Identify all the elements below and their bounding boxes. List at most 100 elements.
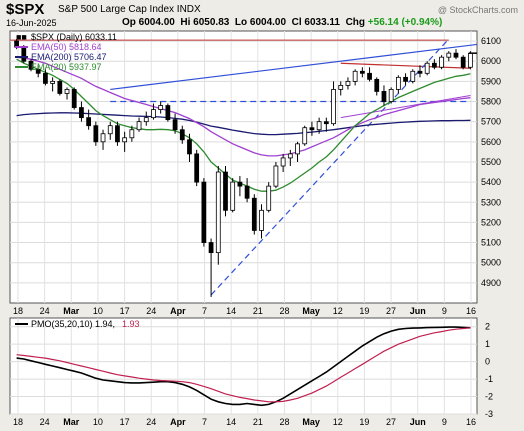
price-x-tick-label: Mar [63, 306, 80, 316]
price-y-tick-label: 4900 [481, 278, 501, 288]
candle-body [151, 109, 156, 119]
candle-body [280, 157, 286, 167]
pmo-x-tick-label: Apr [170, 417, 186, 427]
price-x-tick-label: May [302, 306, 320, 316]
pmo-x-tick-label: 19 [359, 417, 369, 427]
candle-body [136, 121, 142, 131]
pmo-x-tick-label: 27 [386, 417, 396, 427]
chart-header: $SPX S&P 500 Large Cap Index INDX @ Stoc… [0, 0, 524, 30]
price-candle [273, 161, 279, 189]
pmo-panel: 210-1-2-318 24 Mar 10 17 24 Apr 7 14 21 28 May 12 19 2… [9, 317, 493, 427]
candle-body [266, 185, 272, 211]
candle-body [107, 125, 113, 135]
candle-body [100, 133, 106, 143]
price-candle [381, 85, 387, 106]
low-label: Lo [234, 17, 248, 28]
candle-body [453, 52, 459, 58]
price-panel: 4900 5000 5100 5200 5300 5400 5500 5600 5700 5800… [9, 30, 501, 316]
price-candle [28, 59, 34, 72]
price-x-tick-label: 24 [146, 306, 156, 316]
candle-body [21, 46, 27, 62]
pmo-x-tick-label: 21 [253, 417, 263, 427]
resistance-line-2 [340, 62, 471, 69]
price-x-tick-label: Apr [170, 306, 186, 316]
candle-body [129, 129, 135, 139]
pmo-x-tick-label: 14 [226, 417, 236, 427]
candle-body [28, 60, 34, 70]
pmo-y-tick-label: -3 [485, 409, 493, 419]
trend-line-upper [110, 43, 477, 91]
price-candle [35, 65, 41, 78]
pmo-x-tick-label: May [302, 417, 320, 427]
price-candle [424, 61, 430, 76]
price-y-tick-label: 6000 [481, 56, 501, 66]
price-plot-area [9, 30, 478, 304]
index-name-label: S&P 500 Large Cap Index INDX [58, 4, 201, 15]
candle-body [259, 209, 264, 231]
pmo-y-tick-label: 0 [485, 357, 490, 367]
price-x-tick-label: 12 [333, 306, 343, 316]
price-x-tick-label: 24 [40, 306, 50, 316]
price-candle [295, 141, 300, 162]
price-y-tick-label: 5200 [481, 217, 501, 227]
candle-body [158, 105, 164, 110]
candle-body [237, 181, 243, 187]
price-candle [367, 67, 372, 82]
candle-body [381, 91, 387, 102]
price-y-tick-label: 5700 [481, 117, 501, 127]
candle-body [230, 181, 236, 211]
chg-label: Chg [345, 17, 366, 28]
price-candle [403, 73, 408, 86]
price-x-tick-label: 18 [13, 306, 23, 316]
candle-body [244, 185, 250, 199]
price-candle [64, 87, 70, 100]
price-candle [316, 117, 322, 134]
open-value: 6004.00 [138, 17, 175, 28]
price-y-tick-label: 5400 [481, 177, 501, 187]
candle-body [417, 70, 423, 74]
price-candle [266, 182, 272, 213]
price-candle [158, 101, 164, 114]
pmo-y-tick-label: 1 [485, 339, 490, 349]
candle-body [71, 89, 77, 108]
channel-line [340, 94, 471, 119]
candle-body [374, 78, 380, 92]
legend-label-ema20: EMA(20) 5937.97 [31, 62, 102, 72]
candle-body [367, 72, 372, 80]
high-value: 6050.83 [193, 17, 230, 28]
candle-body [251, 197, 257, 231]
price-candle [100, 129, 106, 150]
candle-body [64, 89, 70, 94]
candle-body [179, 129, 185, 141]
candle-body [93, 125, 99, 143]
chg-value: +56.14 (+0.94%) [367, 17, 443, 28]
candle-body [345, 80, 351, 86]
pmo-x-tick-label: Jun [410, 417, 426, 427]
candle-body [201, 181, 207, 243]
price-candle [43, 69, 48, 86]
open-label: Op [122, 17, 136, 28]
pmo-x-tick-label: 28 [279, 417, 289, 427]
price-candle [151, 103, 156, 120]
pmo-x-tick-label: 9 [442, 417, 447, 427]
candle-body [323, 121, 329, 125]
pmo-x-tick-label: 7 [202, 417, 207, 427]
price-candle [115, 121, 120, 146]
low-value: 6004.00 [249, 17, 287, 28]
date-label: 16-Jun-2025 [6, 18, 57, 28]
pmo-x-tick-label: 17 [120, 417, 130, 427]
price-candle [338, 81, 344, 96]
price-candle [453, 49, 459, 60]
legend-label-ema50: EMA(50) 5818.64 [31, 42, 102, 52]
price-candle [323, 117, 329, 132]
symbol-label: $SPX [6, 1, 45, 18]
pmo-signal-legend-label: 1.93 [122, 319, 140, 329]
price-x-tick-label: 17 [120, 306, 130, 316]
price-candle [93, 121, 99, 146]
high-label: Hi [180, 17, 191, 28]
price-y-tick-label: 5000 [481, 258, 501, 268]
price-candle [187, 133, 192, 162]
price-y-tick-label: 6100 [481, 36, 501, 46]
